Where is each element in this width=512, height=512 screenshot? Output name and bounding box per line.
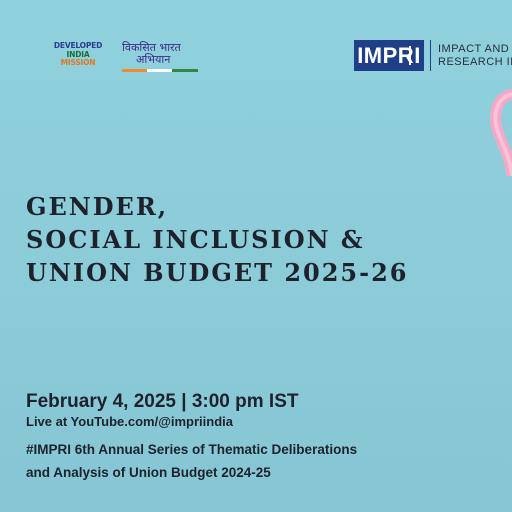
logo-line: INDIA — [66, 49, 90, 59]
impri-logo-name: IMPACT AND RESEARCH IN — [438, 43, 512, 69]
series-line: #IMPRI 6th Annual Series of Thematic Del… — [26, 442, 358, 457]
logo-line: MISSION — [60, 58, 96, 67]
title-line: GENDER, — [26, 192, 169, 221]
logo-line: DEVELOPED — [53, 41, 103, 50]
title-line: UNION BUDGET 2025-26 — [26, 258, 409, 287]
logo-line: RESEARCH IN — [438, 56, 512, 68]
developed-india-mission-logo: DEVELOPED INDIA MISSION — [52, 41, 104, 72]
viksit-bharat-abhiyan-logo: विकसित भारत अभियान — [122, 42, 202, 72]
livestream-link[interactable]: Live at YouTube.com/@impriindia — [26, 414, 233, 429]
logo-divider — [430, 40, 431, 71]
impri-logo-mark: IMPRI — [354, 40, 424, 71]
pink-ribbon-icon — [489, 89, 512, 176]
event-title: GENDER, SOCIAL INCLUSION & UNION BUDGET … — [26, 190, 408, 289]
series-line: and Analysis of Union Budget 2024-25 — [26, 465, 271, 480]
logo-line: IMPACT AND — [438, 43, 510, 55]
title-line: SOCIAL INCLUSION & — [26, 225, 365, 254]
series-description: #IMPRI 6th Annual Series of Thematic Del… — [26, 438, 357, 484]
event-date-time: February 4, 2025 | 3:00 pm IST — [26, 391, 299, 412]
logo-line: विकसित भारत — [122, 41, 181, 54]
tricolor-stripe — [122, 69, 198, 72]
logo-line: अभियान — [136, 53, 171, 66]
